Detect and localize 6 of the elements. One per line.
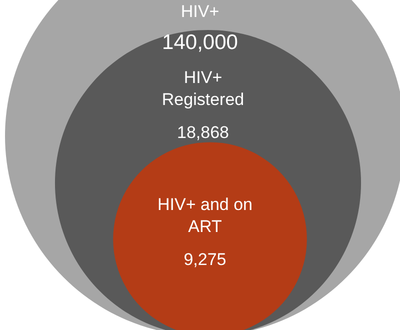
category-label: HIV+ Registered [160,66,246,111]
category-label: HIV+ [180,1,220,24]
data-label: 140,000 [161,31,239,56]
data-label: 9,275 [182,250,228,270]
data-label: 18,868 [176,122,230,143]
category-label: HIV+ and on ART [156,194,254,238]
